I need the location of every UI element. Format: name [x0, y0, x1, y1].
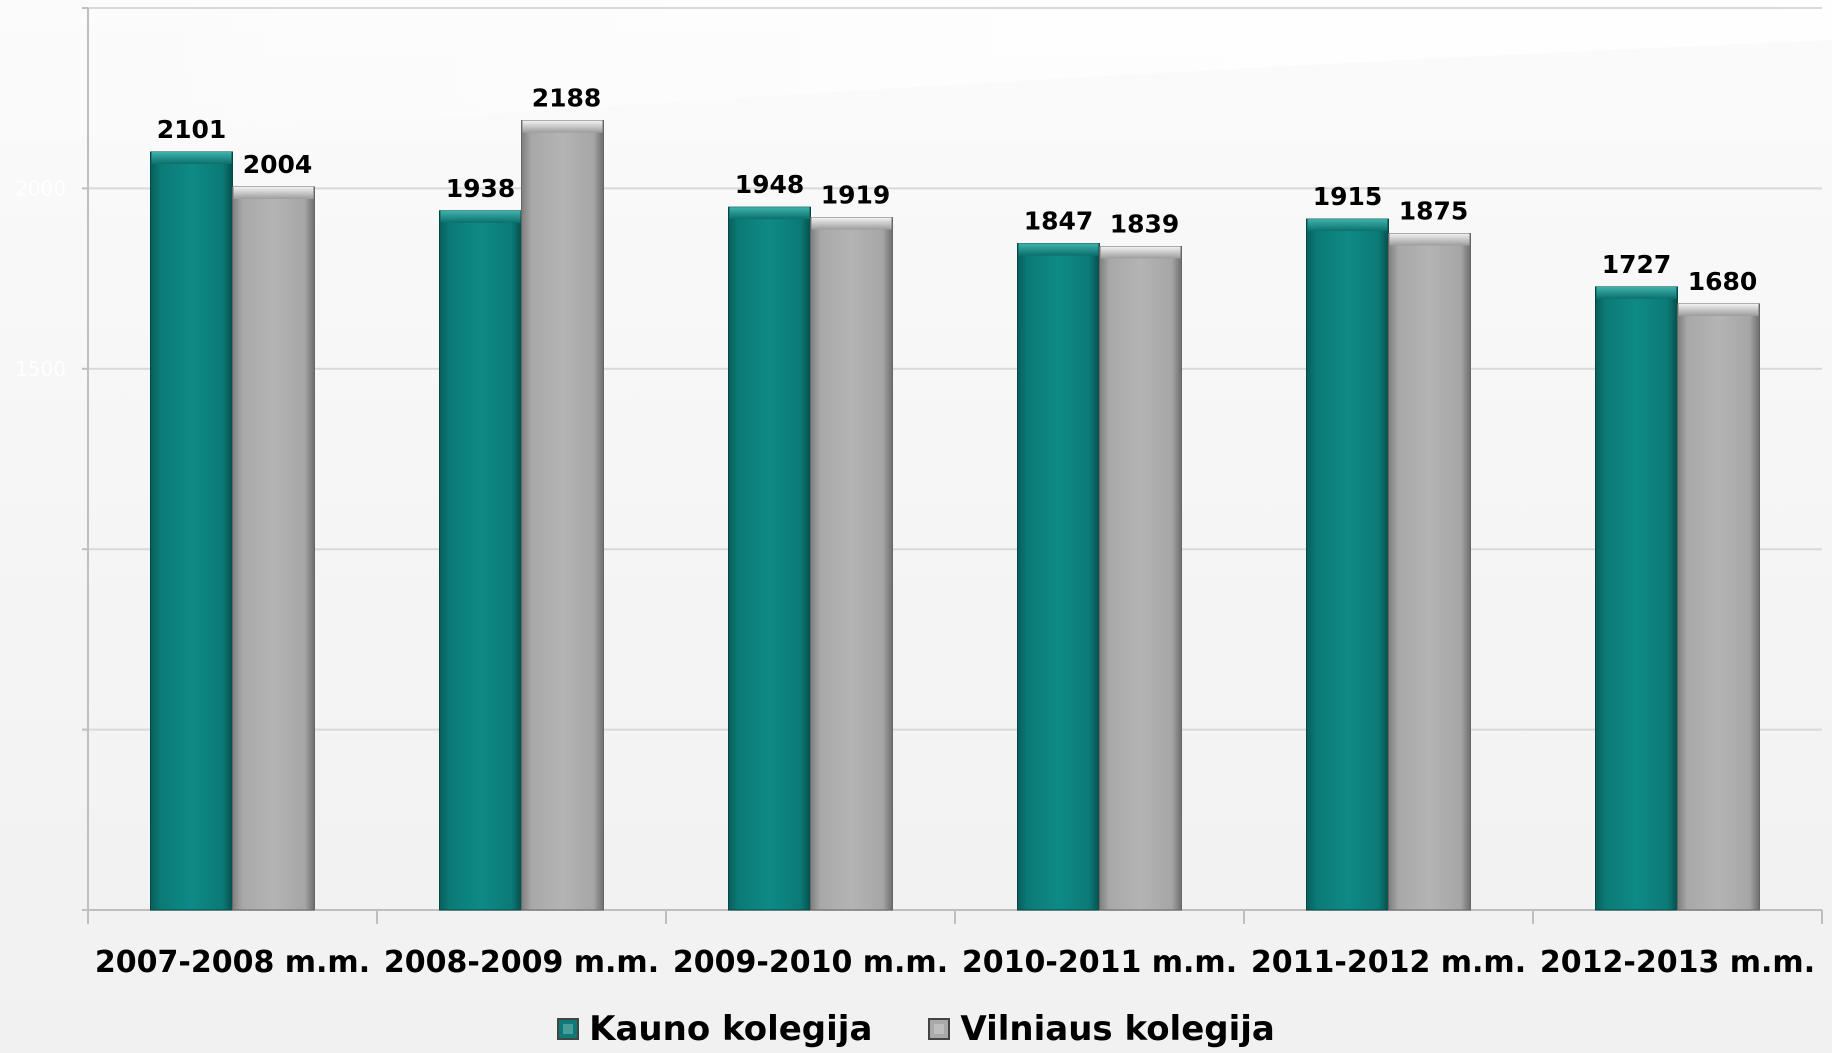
legend-label-vilniaus: Vilniaus kolegija: [960, 1009, 1275, 1049]
legend-item-kauno: Kauno kolegija: [557, 1009, 872, 1049]
data-label: 1680: [1688, 267, 1758, 296]
data-label: 1839: [1110, 209, 1180, 238]
data-label: 2188: [532, 84, 602, 113]
data-label: 2004: [243, 150, 313, 179]
bar: [1677, 303, 1760, 911]
x-tick-label: 2008-2009 m.m.: [384, 945, 659, 980]
legend-swatch-vilniaus: [928, 1018, 951, 1040]
bar: [150, 151, 233, 911]
bar: [1017, 243, 1100, 911]
bar: [1306, 218, 1389, 911]
bars: [150, 120, 1760, 911]
bar-top-bevel: [1389, 233, 1470, 246]
bar-top-bevel: [811, 217, 892, 230]
bar-top-bevel: [1100, 246, 1181, 259]
bar-top-bevel: [233, 186, 314, 199]
axes: 1500 2000: [15, 7, 1823, 924]
y-tick-label: 2000: [15, 176, 66, 200]
data-label: 2101: [157, 115, 227, 144]
data-label: 1919: [821, 181, 891, 210]
bar: [1595, 286, 1678, 911]
legend-swatch-kauno: [557, 1018, 580, 1040]
value-labels: 2101 2004 1938 2188 1948 1919 1847 1839 1915 1875…: [157, 84, 1758, 296]
bar-top-bevel: [151, 151, 232, 164]
x-tick-label: 2009-2010 m.m.: [673, 945, 948, 980]
legend: Kauno kolegija Vilniaus kolegija: [0, 1005, 1832, 1053]
legend-label-kauno: Kauno kolegija: [589, 1009, 873, 1049]
bar: [521, 120, 604, 911]
bar-top-bevel: [1596, 286, 1677, 299]
x-tick-label: 2007-2008 m.m.: [95, 945, 370, 980]
bar: [439, 210, 522, 911]
data-label: 1948: [735, 170, 805, 199]
bar-top-bevel: [1307, 219, 1388, 232]
gridlines: [88, 7, 1822, 731]
category-labels: 2007-2008 m.m. 2008-2009 m.m. 2009-2010 m.…: [95, 945, 1815, 980]
x-tick-label: 2010-2011 m.m.: [962, 945, 1237, 980]
data-label: 1938: [446, 174, 516, 203]
bar: [1388, 233, 1471, 911]
bar: [810, 217, 893, 911]
x-tick-label: 2011-2012 m.m.: [1251, 945, 1526, 980]
data-label: 1847: [1024, 207, 1094, 236]
bar-top-bevel: [440, 210, 521, 223]
bar: [232, 186, 315, 911]
bar-top-bevel: [522, 120, 603, 133]
background-sheen: [0, 0, 1832, 150]
bar-top-bevel: [1018, 243, 1099, 256]
bar-top-bevel: [1678, 303, 1759, 316]
data-label: 1727: [1602, 250, 1672, 279]
data-label: 1875: [1399, 197, 1469, 226]
bar-top-bevel: [729, 207, 810, 220]
y-tick-label: 1500: [15, 357, 66, 381]
bar: [728, 206, 811, 911]
x-tick-label: 2012-2013 m.m.: [1540, 945, 1815, 980]
legend-item-vilniaus: Vilniaus kolegija: [928, 1009, 1275, 1049]
data-label: 1915: [1313, 182, 1383, 211]
bar: [1099, 245, 1182, 911]
